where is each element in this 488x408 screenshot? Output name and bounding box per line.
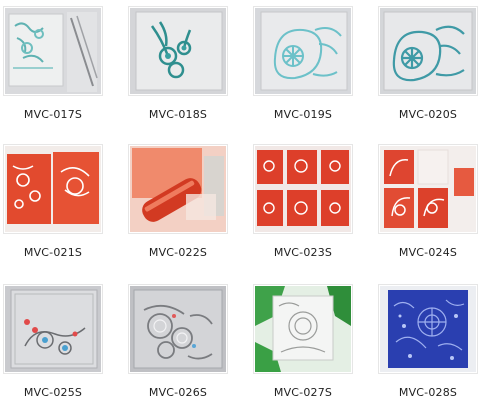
red-prints-paisley-thumbnail[interactable] <box>378 144 478 234</box>
thumbnail-caption[interactable]: MVC-018S <box>148 108 208 121</box>
thumbnail-caption[interactable]: MVC-023S <box>273 246 333 259</box>
thumbnail-cell: MVC-021S <box>3 144 103 259</box>
blue-patterned-print-thumbnail[interactable] <box>378 284 478 374</box>
thumbnail-caption[interactable]: MVC-025S <box>23 386 83 399</box>
thumbnail-cell: MVC-024S <box>378 144 478 259</box>
thumbnail-cell: MVC-023S <box>253 144 353 259</box>
red-print-grid-thumbnail[interactable] <box>253 144 353 234</box>
white-tile-blue-paisley-thumbnail[interactable] <box>253 6 353 96</box>
grey-tile-silver-swirls-thumbnail[interactable] <box>128 284 228 374</box>
thumbnail-caption[interactable]: MVC-021S <box>23 246 83 259</box>
thumbnail-cell: MVC-022S <box>128 144 228 259</box>
thumbnail-cell: MVC-025S <box>3 284 103 399</box>
white-tile-blue-floral-corner-thumbnail[interactable] <box>3 6 103 96</box>
thumbnail-caption[interactable]: MVC-019S <box>273 108 333 121</box>
green-white-print-thumbnail[interactable] <box>253 284 353 374</box>
red-prints-white-flowers-thumbnail[interactable] <box>3 144 103 234</box>
thumbnail-caption[interactable]: MVC-026S <box>148 386 208 399</box>
red-roller-brayer-thumbnail[interactable] <box>128 144 228 234</box>
thumbnail-caption[interactable]: MVC-020S <box>398 108 458 121</box>
thumbnail-cell: MVC-026S <box>128 284 228 399</box>
thumbnail-cell: MVC-019S <box>253 6 353 121</box>
thumbnail-caption[interactable]: MVC-024S <box>398 246 458 259</box>
thumbnail-caption[interactable]: MVC-027S <box>273 386 333 399</box>
thumbnail-cell: MVC-020S <box>378 6 478 121</box>
thumbnail-cell: MVC-017S <box>3 6 103 121</box>
thumbnail-caption[interactable]: MVC-017S <box>23 108 83 121</box>
thumbnail-cell: MVC-018S <box>128 6 228 121</box>
white-tile-blue-paisley-dark-thumbnail[interactable] <box>378 6 478 96</box>
thumbnail-caption[interactable]: MVC-022S <box>148 246 208 259</box>
grey-tile-red-blue-flowers-thumbnail[interactable] <box>3 284 103 374</box>
thumbnail-cell: MVC-028S <box>378 284 478 399</box>
thumbnail-cell: MVC-027S <box>253 284 353 399</box>
white-tile-teal-flowers-thumbnail[interactable] <box>128 6 228 96</box>
thumbnail-caption[interactable]: MVC-028S <box>398 386 458 399</box>
